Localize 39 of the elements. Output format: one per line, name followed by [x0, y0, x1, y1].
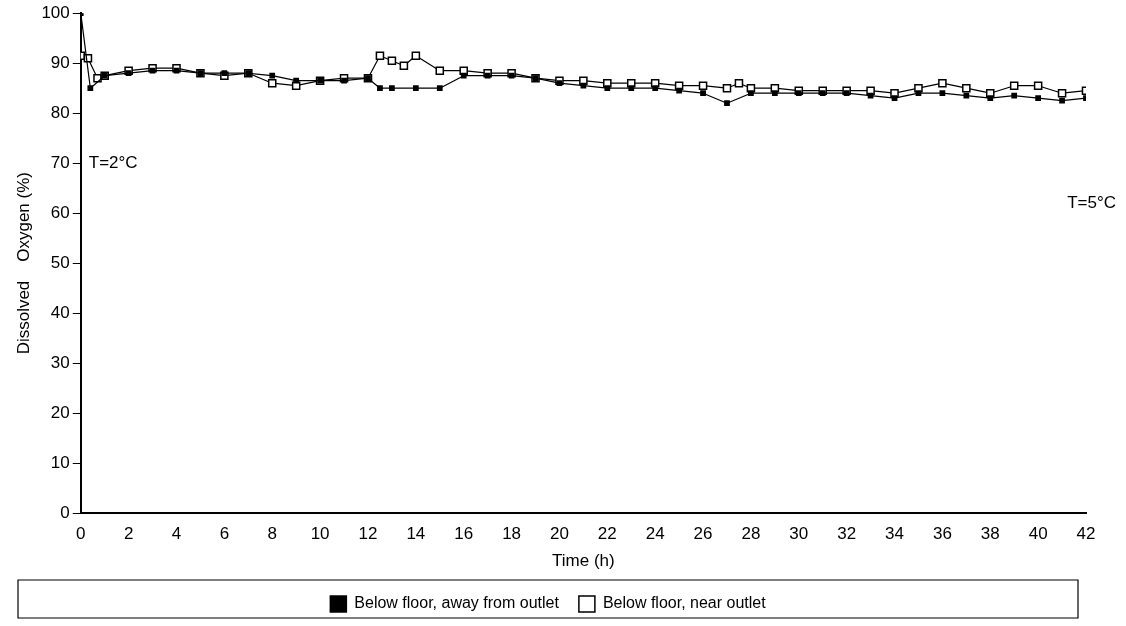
- y-tick-label: 20: [50, 402, 70, 422]
- y-tick-label: 70: [50, 152, 70, 172]
- x-tick-label: 28: [741, 524, 761, 544]
- annotation: T=2°C: [88, 152, 138, 172]
- x-tick-label: 10: [310, 524, 330, 544]
- y-tick-label: 10: [50, 452, 70, 472]
- x-tick-label: 16: [454, 524, 474, 544]
- y-tick-label: 100: [41, 2, 70, 22]
- x-tick-label: 4: [171, 524, 182, 544]
- y-tick-label: 0: [60, 502, 70, 522]
- x-tick-label: 34: [885, 524, 904, 544]
- x-tick-label: 20: [549, 524, 569, 544]
- x-tick-label: 14: [406, 524, 426, 544]
- y-tick-label: 60: [50, 202, 70, 222]
- x-tick-label: 12: [358, 524, 378, 544]
- y-tick-label: 40: [50, 302, 70, 322]
- x-tick-label: 0: [76, 524, 86, 544]
- x-tick-label: 36: [932, 524, 952, 544]
- x-tick-label: 32: [837, 524, 857, 544]
- x-tick-label: 38: [980, 524, 1000, 544]
- y-tick-label: 50: [50, 252, 70, 272]
- x-tick-label: 40: [1028, 524, 1048, 544]
- legend-label: Below floor, near outlet: [602, 594, 767, 612]
- y-tick-label: 30: [50, 352, 70, 372]
- x-tick-label: 24: [645, 524, 665, 544]
- y-tick-label: 80: [50, 102, 70, 122]
- x-tick-label: 22: [597, 524, 617, 544]
- x-tick-label: 18: [502, 524, 522, 544]
- x-tick-label: 26: [693, 524, 713, 544]
- x-tick-label: 30: [789, 524, 809, 544]
- x-tick-label: 42: [1076, 524, 1096, 544]
- x-tick-label: 2: [123, 524, 134, 544]
- x-tick-label: 8: [267, 524, 277, 544]
- annotation: T=5°C: [1067, 192, 1116, 212]
- x-axis-title: Time (h): [552, 551, 615, 571]
- y-axis-title: Dissolved Oxygen (%): [13, 172, 33, 355]
- x-tick-label: 6: [219, 524, 230, 544]
- y-tick-label: 90: [50, 52, 70, 72]
- legend-label: Below floor, away from outlet: [354, 594, 560, 612]
